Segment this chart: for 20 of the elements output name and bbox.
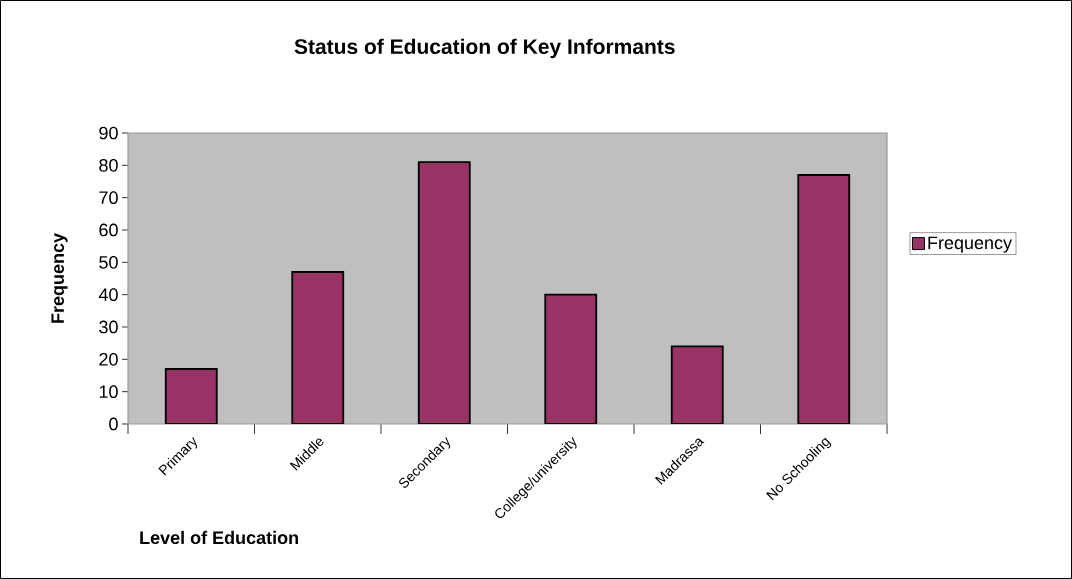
y-tick-label: 10 (99, 385, 118, 399)
y-axis-title: Frequency (51, 233, 68, 323)
y-tick-label: 20 (99, 352, 118, 366)
bar (417, 161, 471, 424)
y-tick-label: 50 (99, 255, 118, 269)
x-axis-title: Level of Education (140, 530, 298, 545)
y-tick-label: 30 (99, 320, 118, 334)
y-tick-label: 90 (99, 126, 118, 140)
bar (670, 345, 724, 424)
bar (164, 368, 218, 424)
y-tick-label: 40 (98, 288, 118, 302)
bar (797, 174, 851, 424)
y-tick-label: 80 (99, 158, 118, 172)
y-tick-label: 60 (99, 223, 118, 237)
bar (291, 271, 345, 424)
chart-title: Status of Education of Key Informants (294, 38, 675, 59)
y-tick-label: 70 (99, 191, 118, 205)
y-tick-label: 0 (109, 417, 118, 431)
bar (544, 293, 598, 424)
legend-label: Frequency (928, 236, 1012, 253)
